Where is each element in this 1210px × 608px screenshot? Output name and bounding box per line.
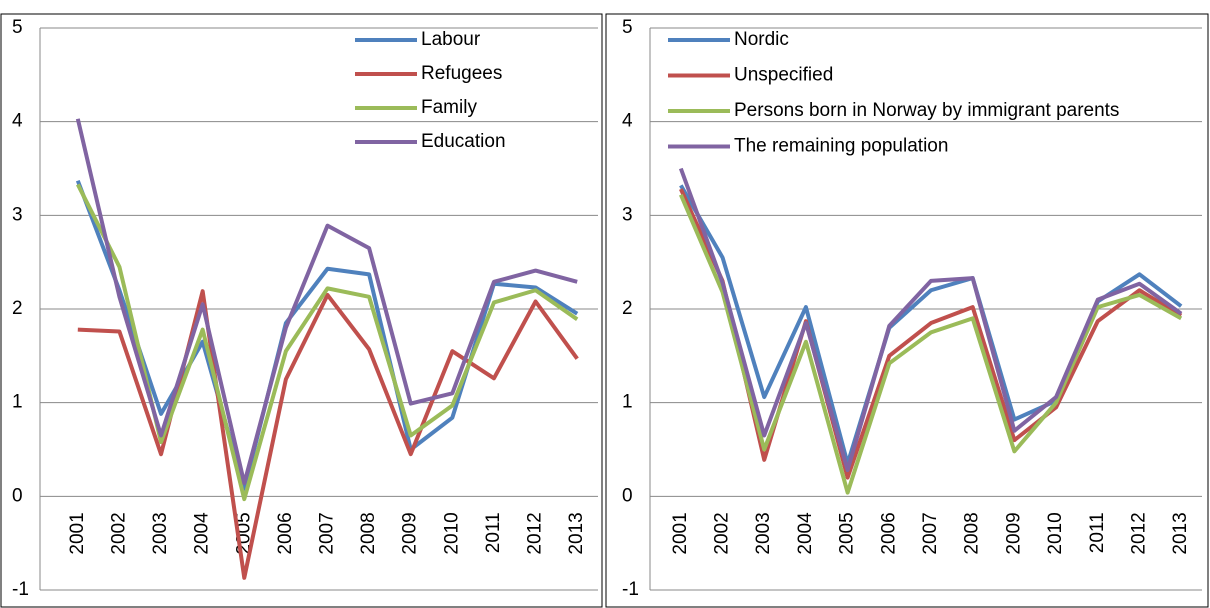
legend-label: Education [421,131,506,152]
legend-label: Unspecified [734,65,833,86]
x-tick-label: 2007 [920,512,941,554]
y-tick-label: 1 [12,392,23,413]
x-tick-label: 2004 [795,512,816,555]
y-tick-label: 5 [622,17,633,38]
series-line [679,193,1183,495]
x-tick-label: 2001 [67,512,88,554]
x-tick-label: 2007 [317,512,338,554]
x-tick-label: 2013 [566,512,587,554]
y-tick-label: 0 [12,485,23,506]
legend-label: Persons born in Norway by immigrant pare… [734,100,1119,121]
series-line [75,118,578,486]
x-tick-label: 2012 [525,512,546,554]
x-tick-label: 2011 [1087,512,1108,553]
series-line [77,289,579,580]
legend-label: Family [421,97,477,118]
x-tick-label: 2004 [192,512,213,555]
x-tick-label: 2006 [878,512,899,554]
y-tick-label: 3 [622,204,633,225]
y-tick-label: 1 [622,392,633,413]
y-tick-label: 2 [12,298,23,319]
series-line [678,167,1183,473]
y-tick-label: 4 [622,111,633,132]
x-tick-label: 2008 [962,512,983,554]
panel-border [605,13,1209,608]
x-tick-label: 2001 [670,512,691,554]
x-tick-label: 2009 [400,512,421,554]
series-line [679,188,1183,480]
y-tick-label: 0 [622,485,633,506]
series-line [76,183,579,502]
x-tick-label: 2009 [1003,512,1024,554]
x-tick-label: 2013 [1170,512,1191,554]
x-tick-label: 2006 [275,512,296,554]
y-tick-label: -1 [12,579,29,600]
y-tick-label: 4 [12,111,23,132]
x-tick-label: 2011 [483,512,504,553]
x-tick-label: 2010 [441,512,462,554]
x-tick-label: 2002 [108,512,129,554]
x-tick-label: 2008 [358,512,379,554]
legend-label: The remaining population [734,136,948,157]
x-tick-label: 2003 [150,512,171,554]
x-tick-label: 2002 [712,512,733,554]
y-tick-label: 2 [622,298,633,319]
x-tick-label: 2003 [753,512,774,554]
x-tick-label: 2012 [1128,512,1149,554]
legend-label: Nordic [734,29,789,50]
legend-label: Refugees [421,63,502,84]
y-tick-label: 5 [12,17,23,38]
y-tick-label: -1 [622,579,639,600]
panel-border [0,13,603,608]
x-tick-label: 2010 [1045,512,1066,554]
y-tick-label: 3 [12,204,23,225]
legend-label: Labour [421,29,481,50]
x-tick-label: 2005 [837,512,858,554]
